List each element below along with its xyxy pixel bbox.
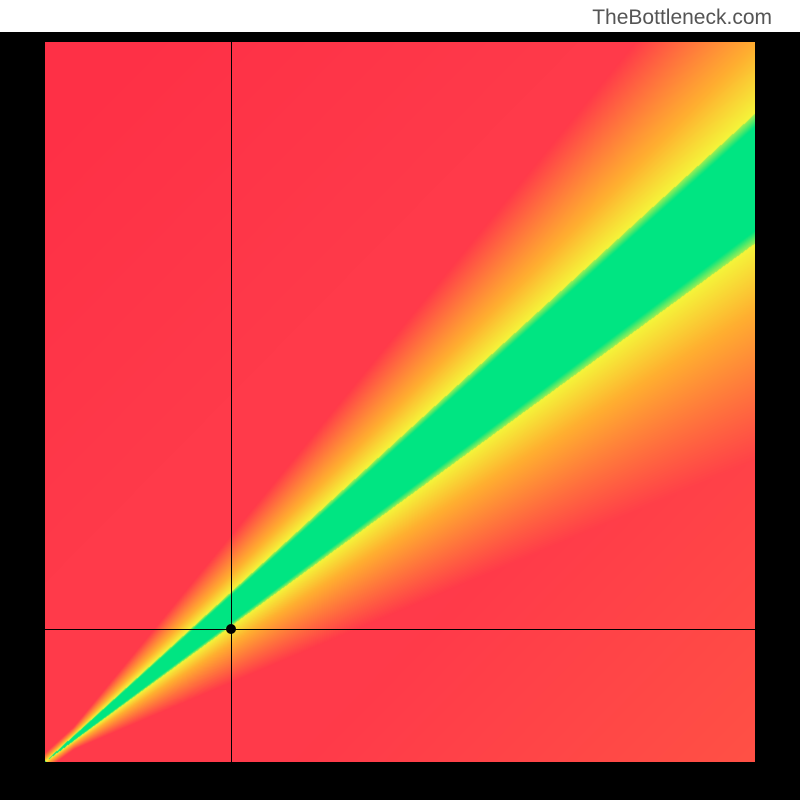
watermark-text: TheBottleneck.com [592,6,772,30]
heatmap-plot [45,42,755,762]
marker-dot [226,624,236,634]
root: TheBottleneck.com [0,0,800,800]
heatmap-canvas [45,42,755,762]
crosshair-horizontal [45,629,755,630]
crosshair-vertical [231,42,232,762]
chart-frame [0,32,800,800]
